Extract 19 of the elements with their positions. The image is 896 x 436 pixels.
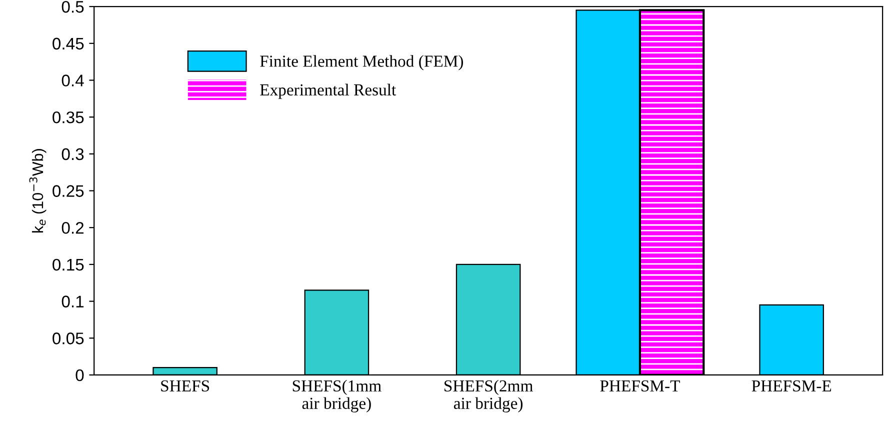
x-tick-label: PHEFSM-E: [752, 380, 832, 392]
legend-label: Finite Element Method (FEM): [260, 55, 464, 70]
y-tick-label: 0.1: [62, 296, 84, 308]
y-tick-label: 0.2: [62, 222, 84, 234]
y-tick-label: 0.15: [52, 258, 84, 271]
y-tick-label: 0.25: [52, 185, 84, 197]
y-tick-label: 0.4: [62, 74, 84, 86]
y-tick-label: 0.35: [52, 111, 84, 124]
y-tick-label: 0.3: [62, 148, 84, 160]
y-tick-label: 0.5: [62, 0, 84, 13]
y-tick-label: 0.05: [52, 332, 84, 344]
legend-label: Experimental Result: [260, 84, 396, 99]
x-tick-label: SHEFS(1mm air bridge): [292, 380, 382, 412]
x-tick-label: PHEFSM-T: [600, 380, 680, 392]
x-tick-label: SHEFS: [161, 380, 210, 392]
x-tick-label: SHEFS(2mm air bridge): [444, 380, 533, 412]
y-axis-title: k$_{e}$ (10$^{−3}$Wb): [29, 149, 46, 232]
y-tick-label: 0: [76, 369, 84, 382]
y-tick-label: 0.45: [52, 38, 84, 50]
